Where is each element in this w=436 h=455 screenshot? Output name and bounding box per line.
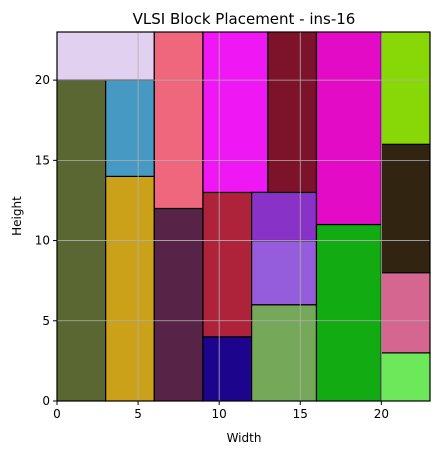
x-axis-label: Width [227, 431, 262, 445]
plot-frame [56, 31, 431, 402]
block-15 [315, 31, 382, 226]
chart-title: VLSI Block Placement - ins-16 [133, 10, 356, 28]
x-tick-label-0: 0 [53, 407, 61, 421]
x-axis: 0 5 10 15 20 [53, 401, 389, 421]
y-tick-label-5: 5 [42, 314, 50, 328]
y-axis: 0 5 10 15 20 [35, 73, 57, 408]
block-17 [380, 272, 431, 354]
y-tick-label-20: 20 [35, 73, 50, 87]
block-19 [380, 31, 431, 145]
x-tick-label-15: 15 [293, 407, 308, 421]
y-tick-label-0: 0 [42, 394, 50, 408]
blocks-layer [56, 31, 431, 402]
block-16 [380, 352, 431, 402]
x-tick-label-5: 5 [134, 407, 142, 421]
block-8 [202, 191, 253, 338]
block-10 [251, 304, 318, 402]
x-tick-label-20: 20 [374, 407, 389, 421]
x-tick-label-10: 10 [212, 407, 227, 421]
block-14 [315, 223, 382, 402]
block-2 [56, 31, 155, 81]
y-tick-label-10: 10 [35, 234, 50, 248]
block-13 [267, 31, 318, 194]
block-4 [105, 79, 155, 177]
block-9 [202, 31, 269, 194]
block-5 [153, 207, 204, 402]
block-18 [380, 143, 431, 274]
y-axis-label: Height [10, 196, 24, 236]
block-12 [251, 191, 318, 242]
block-3 [105, 175, 155, 402]
block-7 [202, 336, 253, 402]
y-tick-label-15: 15 [35, 153, 50, 167]
block-6 [153, 31, 204, 210]
block-11 [251, 239, 318, 306]
